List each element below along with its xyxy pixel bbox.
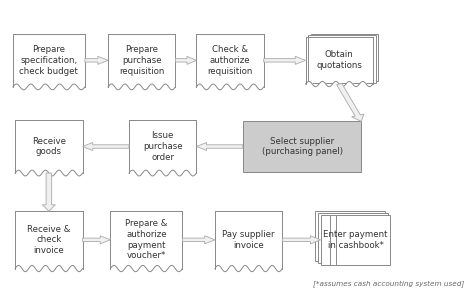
Bar: [215, 211, 283, 268]
Text: Receive &
check
invoice: Receive & check invoice: [27, 224, 71, 255]
Bar: [129, 120, 196, 173]
Bar: [110, 211, 182, 268]
Bar: [15, 120, 82, 173]
Polygon shape: [264, 56, 306, 64]
Text: Select supplier
(purchasing panel): Select supplier (purchasing panel): [262, 137, 343, 156]
Bar: [318, 213, 388, 263]
Polygon shape: [85, 56, 108, 64]
Polygon shape: [337, 84, 364, 121]
Text: Pay supplier
invoice: Pay supplier invoice: [222, 230, 275, 250]
Bar: [13, 34, 85, 87]
Bar: [308, 35, 376, 83]
Polygon shape: [42, 173, 55, 211]
Text: Obtain
quotations: Obtain quotations: [316, 50, 362, 70]
Bar: [306, 37, 373, 84]
Bar: [108, 34, 175, 87]
Bar: [15, 211, 82, 268]
Text: Check &
authorize
requisition: Check & authorize requisition: [207, 45, 253, 76]
Text: Prepare
purchase
requisition: Prepare purchase requisition: [119, 45, 164, 76]
Bar: [315, 211, 385, 261]
Polygon shape: [283, 236, 320, 244]
Text: [*assumes cash accounting system used]: [*assumes cash accounting system used]: [313, 280, 465, 287]
Text: Receive
goods: Receive goods: [32, 137, 66, 156]
Bar: [311, 34, 378, 81]
Text: Prepare
specification,
check budget: Prepare specification, check budget: [19, 45, 78, 76]
Text: Prepare &
authorize
payment
voucher*: Prepare & authorize payment voucher*: [125, 219, 168, 260]
Polygon shape: [175, 56, 196, 64]
Bar: [320, 215, 390, 265]
Polygon shape: [82, 236, 110, 244]
Text: Issue
purchase
order: Issue purchase order: [143, 131, 182, 162]
Bar: [196, 34, 264, 87]
Text: Enter payment
in cashbook*: Enter payment in cashbook*: [323, 230, 388, 250]
Polygon shape: [82, 142, 129, 151]
Bar: [243, 121, 361, 172]
Polygon shape: [182, 236, 215, 244]
Polygon shape: [196, 142, 243, 151]
